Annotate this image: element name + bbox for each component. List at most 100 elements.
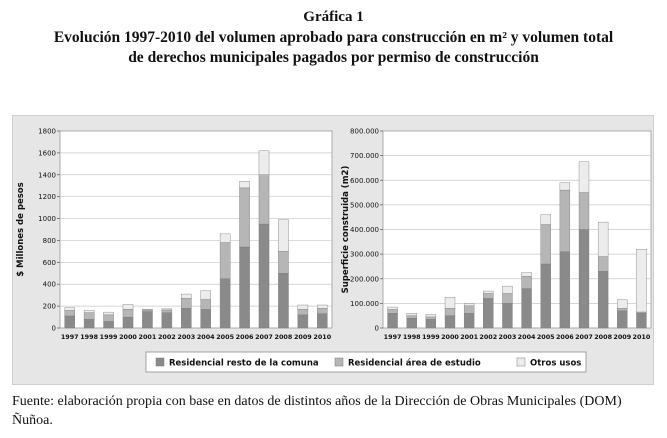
x-tick-label: 2000 <box>441 333 459 341</box>
bar-segment <box>578 229 590 329</box>
bar-segment <box>200 309 211 329</box>
bar-segment <box>161 312 173 329</box>
bar-segment <box>278 219 289 252</box>
bar-segment <box>297 304 309 310</box>
y-tick-label: 1200 <box>38 193 56 201</box>
bar-segment <box>559 182 571 191</box>
bar-segment <box>161 309 173 313</box>
y-tick-label: 600.000 <box>350 177 379 185</box>
bar-segment <box>200 290 211 300</box>
bar-segment <box>425 314 437 318</box>
y-tick-label: 300.000 <box>350 251 379 259</box>
bar-segment <box>578 161 590 193</box>
bar-segment <box>83 312 95 320</box>
bar-segment <box>239 187 250 248</box>
bar-segment <box>444 308 456 316</box>
bar-segment <box>258 174 270 225</box>
y-tick-label: 400 <box>43 281 56 289</box>
bar-segment <box>636 313 647 329</box>
x-tick-label: 2008 <box>594 333 612 341</box>
plot-area-1 <box>59 130 333 329</box>
bar-segment <box>142 309 153 312</box>
source-note: Fuente: elaboración propia con base en d… <box>12 394 622 428</box>
bar-segment <box>258 150 270 175</box>
bar-segment <box>387 306 398 310</box>
bar-segment <box>483 293 494 299</box>
x-tick-label: 2000 <box>119 333 137 341</box>
y-tick-label: 200.000 <box>350 275 379 283</box>
bar-segment <box>122 309 134 318</box>
figure-label: Gráfica 1 <box>303 9 364 25</box>
bar-segment <box>297 309 309 316</box>
bar-segment <box>502 293 513 304</box>
bar-segment <box>463 305 475 314</box>
y-tick-label: 0 <box>52 325 56 333</box>
bar-segment <box>521 288 532 329</box>
legend-box <box>145 351 587 373</box>
x-tick-label: 1999 <box>100 333 118 341</box>
bar-segment <box>483 290 494 294</box>
y-axis-label: Superficie construida (m2) <box>341 166 351 294</box>
x-tick-label: 1998 <box>80 333 98 341</box>
y-tick-label: 0 <box>375 325 379 333</box>
bar-segment <box>502 303 513 329</box>
legend-label: Otros usos <box>530 359 581 369</box>
x-tick-label: 2005 <box>537 333 555 341</box>
bar-segment <box>425 316 437 320</box>
x-tick-label: 2007 <box>575 333 593 341</box>
bar-segment <box>122 304 134 310</box>
x-tick-label: 1999 <box>422 333 440 341</box>
bar-segment <box>122 316 134 329</box>
bar-segment <box>181 298 192 309</box>
x-tick-label: 2001 <box>139 333 157 341</box>
bar-segment <box>161 308 173 311</box>
x-tick-label: 2009 <box>613 333 631 341</box>
y-tick-label: 1800 <box>38 128 56 136</box>
bar-segment <box>540 263 551 329</box>
bar-segment <box>406 317 417 329</box>
bar-segment <box>181 293 192 299</box>
y-tick-label: 700.000 <box>350 152 379 160</box>
bar-segment <box>540 224 551 265</box>
figure-header: Gráfica 1 Evolución 1997-2010 del volume… <box>0 8 667 68</box>
bar-segment <box>278 251 289 274</box>
bar-segment <box>239 246 250 329</box>
bar-segment <box>239 181 250 189</box>
legend-label: Residencial área de estudio <box>348 359 481 369</box>
bar-segment <box>64 307 75 311</box>
bar-segment <box>521 276 532 289</box>
x-tick-label: 2004 <box>197 333 215 341</box>
x-tick-label: 2006 <box>556 333 574 341</box>
x-tick-label: 2003 <box>177 333 195 341</box>
bar-segment <box>103 321 114 329</box>
figure-title: Evolución 1997-2010 del volumen aprobado… <box>53 29 614 66</box>
y-tick-label: 1600 <box>38 149 56 157</box>
bar-segment <box>597 271 609 329</box>
bar-segment <box>83 319 95 329</box>
bar-segment <box>559 251 571 329</box>
legend-label: Residencial resto de la comuna <box>169 359 319 369</box>
bar-segment <box>103 311 114 316</box>
bar-segment <box>64 310 75 317</box>
bar-segment <box>181 308 192 329</box>
bar-segment <box>387 309 398 314</box>
bar-segment <box>219 242 231 279</box>
y-tick-label: 400.000 <box>350 226 379 234</box>
bar-segment <box>463 313 475 329</box>
bar-segment <box>317 304 328 309</box>
bar-segment <box>200 299 211 310</box>
charts-svg: 0 200 400 600 800 1000 1200 1400 1600 1800 $ Millo… <box>16 128 652 373</box>
bar-segment <box>444 297 456 309</box>
bar-segment <box>617 299 628 309</box>
y-tick-label: 800.000 <box>350 128 379 136</box>
y-tick-label: 600 <box>43 259 56 267</box>
x-tick-label: 2002 <box>158 333 176 341</box>
y-tick-label: 1400 <box>38 171 56 179</box>
bar-segment <box>406 313 417 316</box>
y-axis-label: $ Millones de pesos <box>16 182 26 276</box>
bar-segment <box>317 313 328 329</box>
x-tick-label: 2004 <box>518 333 536 341</box>
bar-segment <box>597 256 609 272</box>
x-tick-label: 2001 <box>460 333 478 341</box>
x-tick-label: 2002 <box>479 333 497 341</box>
